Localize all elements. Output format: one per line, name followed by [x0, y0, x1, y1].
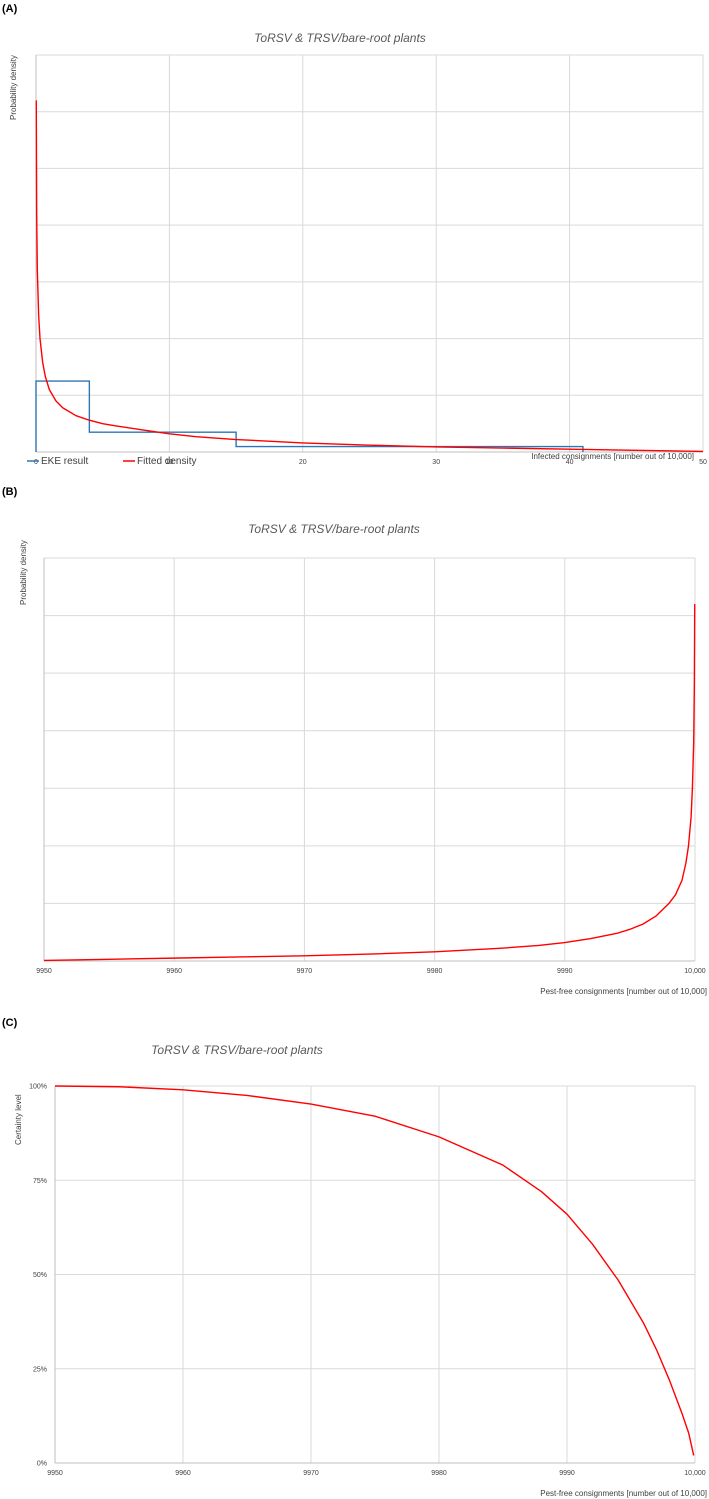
chart-a-series-eke-result	[35, 380, 584, 452]
chart-a-ylabel: Probability density	[9, 55, 18, 120]
chart-c-xtick: 9950	[47, 1470, 63, 1477]
legend-eke-label: EKE result	[41, 456, 88, 467]
chart-c-title: ToRSV & TRSV/bare-root plants	[151, 1043, 323, 1057]
chart-b-xtick: 9980	[427, 968, 443, 975]
chart-b-xtick: 10,000	[684, 968, 706, 975]
chart-c-xtick: 9960	[175, 1470, 191, 1477]
chart-c-ylabel: Certainty level	[14, 1094, 23, 1145]
chart-c-xtick: 9980	[431, 1470, 447, 1477]
chart-b-xtick: 9990	[557, 968, 573, 975]
chart-a-xtick: 10	[166, 459, 174, 466]
chart-b-series-line	[43, 604, 696, 962]
chart-b-title: ToRSV & TRSV/bare-root plants	[248, 522, 420, 536]
chart-b-xtick: 9950	[36, 968, 52, 975]
chart-a-title: ToRSV & TRSV/bare-root plants	[254, 31, 426, 45]
panel-label-b: (B)	[2, 486, 18, 498]
chart-a-xtick: 50	[699, 459, 707, 466]
chart-b-xlabel: Pest-free consignments [number out of 10…	[540, 987, 707, 996]
chart-a-plot: 0 10 20 30 40 50	[34, 54, 707, 466]
chart-c-ytick: 50%	[33, 1272, 47, 1279]
chart-b-ylabel: Probability density	[19, 540, 28, 605]
chart-c-xtick: 9970	[303, 1470, 319, 1477]
panel-label-a: (A)	[2, 3, 18, 15]
panel-label-c: (C)	[2, 1017, 18, 1029]
chart-a-legend: EKE result Fitted density	[27, 456, 196, 467]
chart-c-xtick: 9990	[559, 1470, 575, 1477]
chart-c-plot: 9950 9960 9970 9980 9990 10,000 0% 25% 50% 75% 100…	[29, 1084, 706, 1478]
chart-c-ytick: 100%	[29, 1084, 47, 1091]
legend-fitted-label: Fitted density	[137, 456, 196, 467]
chart-a-xtick: 40	[566, 459, 574, 466]
chart-c-ytick: 0%	[37, 1461, 47, 1468]
chart-c-xlabel: Pest-free consignments [number out of 10…	[540, 1489, 707, 1498]
chart-a-xlabel: Infected consignments [number out of 10,…	[531, 452, 694, 461]
chart-b-xtick: 9970	[297, 968, 313, 975]
chart-a-series-fitted-density	[35, 100, 704, 453]
chart-a-xtick: 20	[299, 459, 307, 466]
chart-c-ytick: 75%	[33, 1178, 47, 1185]
chart-c-xtick: 10,000	[684, 1470, 706, 1477]
chart-c-ytick: 25%	[33, 1366, 47, 1373]
chart-a-xtick: 0	[34, 459, 38, 466]
chart-c-series-line	[54, 1085, 695, 1456]
chart-a-xtick: 30	[432, 459, 440, 466]
chart-b-plot: 9950 9960 9970 9980 9990 10,000	[36, 557, 706, 975]
chart-b-xtick: 9960	[166, 968, 182, 975]
